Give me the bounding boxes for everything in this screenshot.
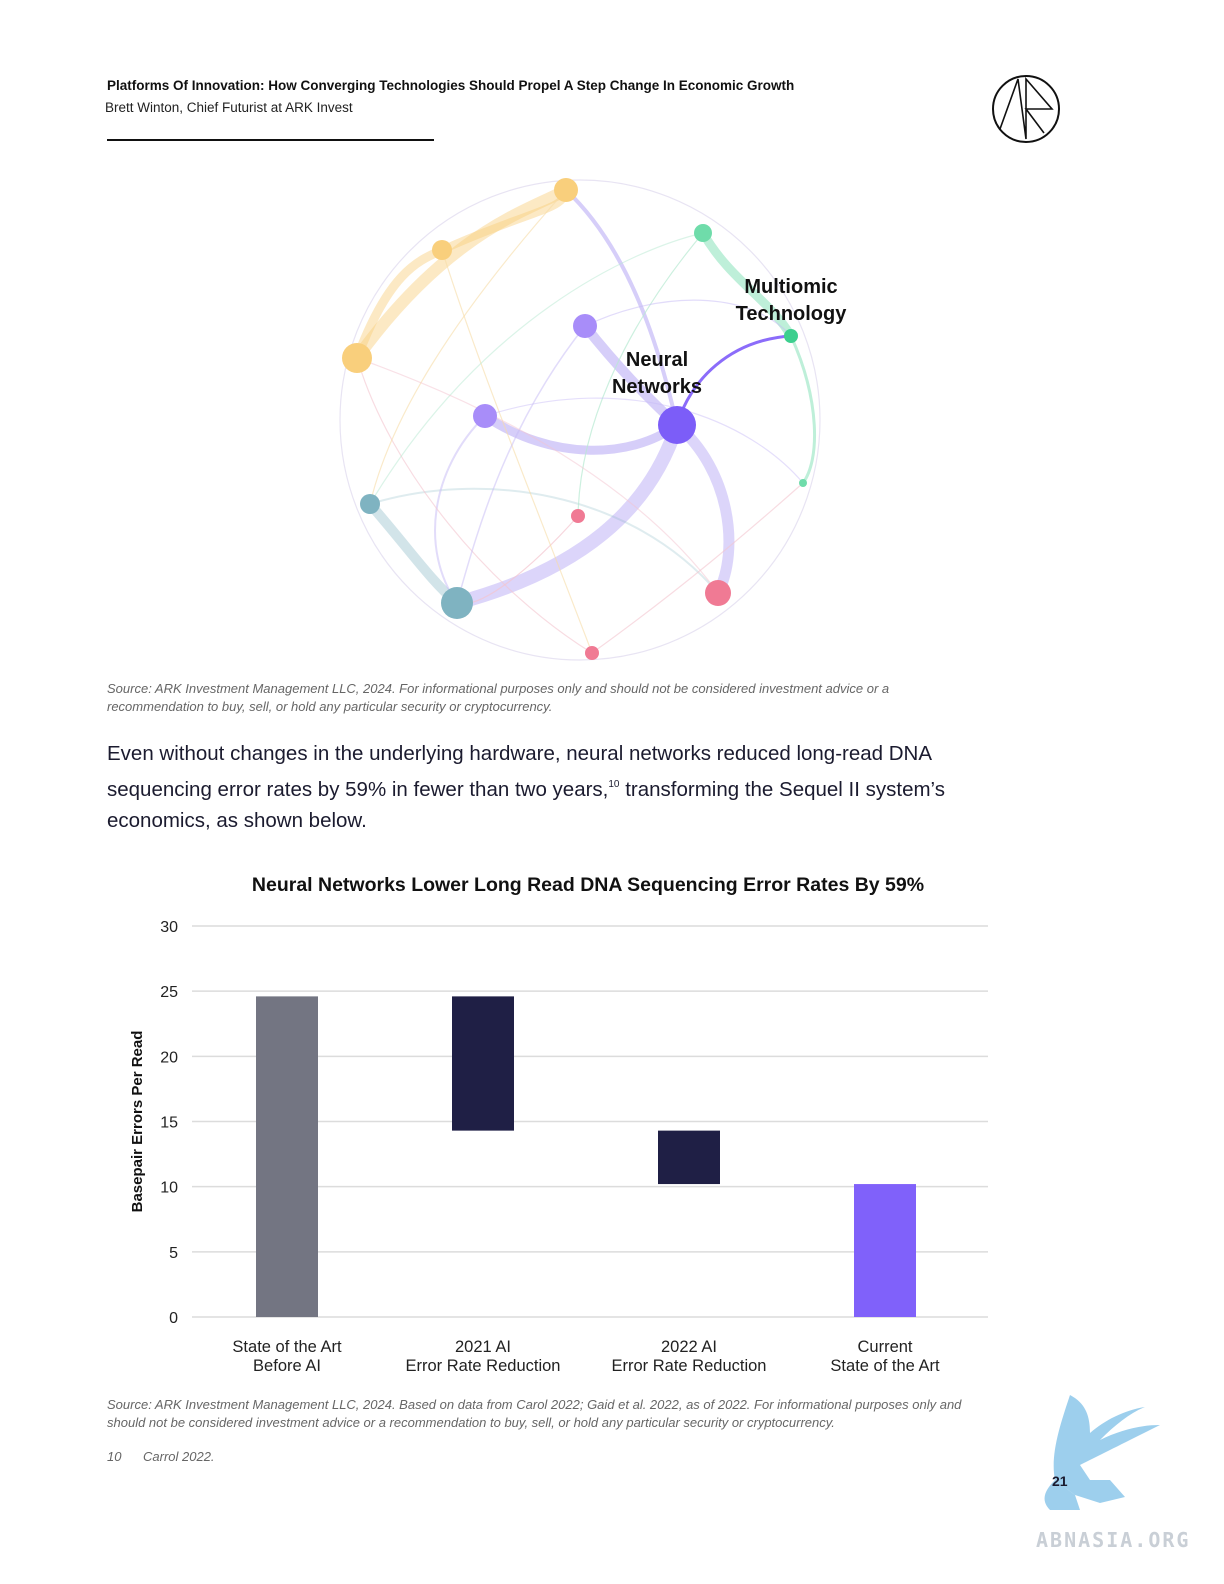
network-graph: Multiomic Technology Neural Networks xyxy=(339,178,848,661)
network-source-note: Source: ARK Investment Management LLC, 2… xyxy=(107,680,1007,715)
x-tick-label: Error Rate Reduction xyxy=(406,1357,561,1375)
footnote-ref[interactable]: 10 xyxy=(608,779,620,790)
chart-title: Neural Networks Lower Long Read DNA Sequ… xyxy=(251,874,925,896)
griffin-watermark-icon xyxy=(1044,1395,1160,1510)
y-tick-label: 20 xyxy=(160,1049,178,1066)
x-tick-label: State of the Art xyxy=(830,1357,940,1375)
footnote: 10 Carrol 2022. xyxy=(107,1449,215,1464)
y-tick-label: 30 xyxy=(160,919,178,936)
body-text-before: Even without changes in the underlying h… xyxy=(107,742,931,801)
x-tick-label: Current xyxy=(857,1338,912,1356)
footnote-number: 10 xyxy=(107,1449,122,1464)
y-tick-label: 15 xyxy=(160,1115,178,1132)
x-tick-label: State of the Art xyxy=(232,1338,342,1356)
chart-source-line1: Source: ARK Investment Management LLC, 2… xyxy=(107,1397,962,1412)
bar xyxy=(452,996,514,1131)
y-tick-label: 25 xyxy=(160,984,178,1001)
x-tick-label: Error Rate Reduction xyxy=(612,1357,767,1375)
multiomic-label-line1: Multiomic xyxy=(744,276,837,298)
body-paragraph: Even without changes in the underlying h… xyxy=(107,738,1027,836)
multiomic-label-line2: Technology xyxy=(736,303,848,325)
bar xyxy=(256,996,318,1317)
neural-label-line2: Networks xyxy=(612,376,702,398)
chart-source-note: Source: ARK Investment Management LLC, 2… xyxy=(107,1396,1007,1431)
waterfall-chart: 0 5 10 15 20 25 30 Basepair Errors Per Read Stat… xyxy=(129,919,988,1375)
watermark-text: ABNASIA.ORG xyxy=(1036,1528,1191,1552)
header-title: Platforms Of Innovation: How Converging … xyxy=(107,78,795,93)
neural-label-line1: Neural xyxy=(626,349,688,371)
network-source-line1: Source: ARK Investment Management LLC, 2… xyxy=(107,681,890,696)
footnote-text: Carrol 2022. xyxy=(143,1449,215,1464)
ark-logo-icon xyxy=(992,75,1060,143)
chart-source-line2: should not be considered investment advi… xyxy=(107,1414,835,1430)
bar xyxy=(854,1184,916,1317)
network-source-line2: recommendation to buy, sell, or hold any… xyxy=(107,698,553,714)
body-text-after: transforming the Sequel II system’s econ… xyxy=(107,778,945,832)
x-tick-label: 2022 AI xyxy=(661,1338,717,1356)
y-tick-label: 0 xyxy=(169,1310,178,1327)
header-rule xyxy=(107,139,434,141)
y-tick-label: 5 xyxy=(169,1245,178,1262)
page-number: 21 xyxy=(1052,1473,1068,1489)
header-subtitle: Brett Winton, Chief Futurist at ARK Inve… xyxy=(105,100,353,115)
bar xyxy=(658,1130,720,1185)
y-axis-label: Basepair Errors Per Read xyxy=(129,1031,146,1213)
x-tick-label: 2021 AI xyxy=(455,1338,511,1356)
y-tick-label: 10 xyxy=(160,1180,178,1197)
x-tick-label: Before AI xyxy=(253,1357,321,1375)
